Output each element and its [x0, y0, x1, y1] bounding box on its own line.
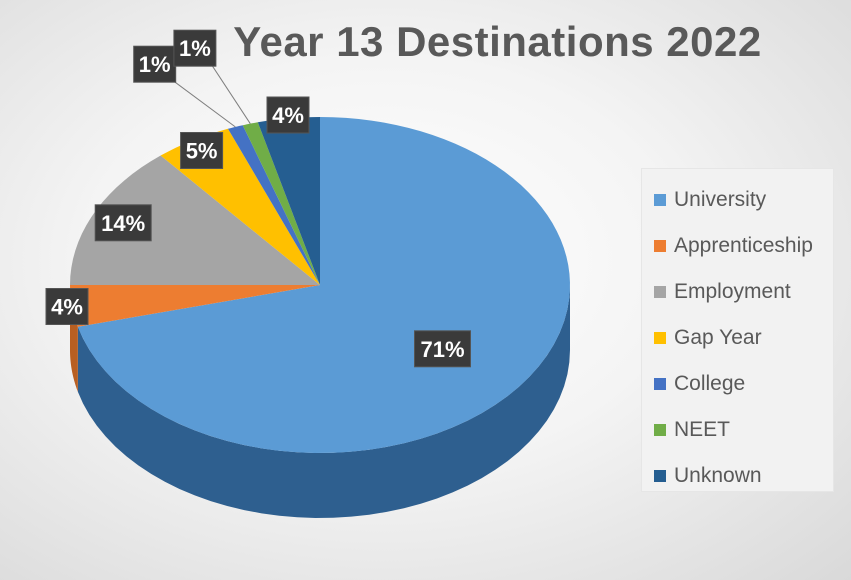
legend-label: NEET	[674, 418, 731, 441]
pie-slice-college	[227, 125, 320, 285]
legend-swatch	[654, 194, 666, 206]
legend-item-university: University	[642, 177, 833, 223]
legend-label: Unknown	[674, 464, 762, 487]
legend-label: College	[674, 372, 746, 395]
legend-label: Employment	[674, 280, 791, 303]
pie-slice-apprenticeship	[70, 285, 320, 327]
data-label-university: 71%	[414, 330, 471, 368]
legend-item-college: College	[642, 361, 833, 407]
legend: University Apprenticeship Employment Gap Ye…	[641, 168, 834, 492]
svg-text:4%: 4%	[272, 103, 304, 128]
legend-item-apprenticeship: Apprenticeship	[642, 223, 833, 269]
leader-line	[169, 77, 236, 128]
legend-swatch	[654, 240, 666, 252]
svg-text:71%: 71%	[420, 337, 464, 362]
pie-slice-university	[77, 117, 570, 453]
legend-label: Gap Year	[674, 326, 762, 349]
pie-slices	[70, 117, 570, 453]
pie-side-university	[77, 285, 570, 518]
pie-slice-unknown	[257, 117, 320, 285]
legend-swatch	[654, 470, 666, 482]
svg-text:1%: 1%	[139, 52, 171, 77]
data-label-gap-year: 5%	[180, 132, 224, 169]
data-label-apprenticeship: 4%	[45, 288, 89, 325]
chart-title: Year 13 Destinations 2022	[233, 18, 762, 65]
leader-line	[209, 61, 251, 124]
legend-swatch	[654, 378, 666, 390]
legend-item-neet: NEET	[642, 407, 833, 453]
pie-slice-neet	[242, 122, 320, 285]
legend-item-gap-year: Gap Year	[642, 315, 833, 361]
svg-text:1%: 1%	[179, 36, 211, 61]
svg-text:4%: 4%	[51, 295, 83, 320]
legend-swatch	[654, 286, 666, 298]
data-labels: 71% 4% 14% 5% 1% 1% 4%	[45, 29, 471, 368]
legend-item-employment: Employment	[642, 269, 833, 315]
legend-label: Apprenticeship	[674, 234, 813, 257]
legend-label: University	[674, 188, 767, 211]
legend-item-unknown: Unknown	[642, 453, 833, 499]
legend-swatch	[654, 424, 666, 436]
data-label-unknown: 4%	[266, 96, 310, 134]
pie-slice-employment	[70, 155, 320, 285]
data-label-neet: 1%	[173, 29, 217, 67]
legend-swatch	[654, 332, 666, 344]
svg-text:14%: 14%	[101, 211, 145, 236]
svg-text:5%: 5%	[186, 139, 218, 164]
data-label-college: 1%	[133, 45, 177, 83]
data-label-employment: 14%	[94, 204, 152, 242]
